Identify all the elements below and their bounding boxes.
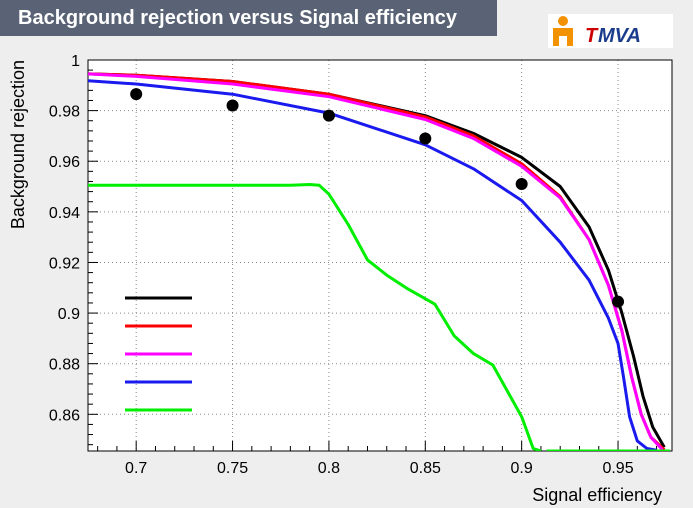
x-tick-label: 0.85 <box>410 460 441 477</box>
series-line-3 <box>88 72 664 451</box>
tmva-logo-icon: T MVA <box>548 14 673 48</box>
data-marker-6 <box>612 295 625 308</box>
data-marker-5 <box>515 178 528 191</box>
x-tick-label: 0.9 <box>511 460 533 477</box>
y-tick-label: 0.92 <box>49 255 80 272</box>
series-line-4 <box>88 79 657 451</box>
plot-frame <box>87 59 673 452</box>
chart-title: Background rejection versus Signal effic… <box>0 0 497 36</box>
logo-person-body <box>553 28 573 36</box>
y-tick-label: 0.94 <box>49 205 80 222</box>
x-axis-title: Signal efficiency <box>532 485 662 505</box>
series-line-5 <box>88 183 542 451</box>
data-marker-2 <box>226 99 239 112</box>
logo-person-head <box>558 16 568 26</box>
data-marker-3 <box>322 109 335 122</box>
y-axis-title: Background rejection <box>8 60 28 229</box>
logo-person-leg-right <box>567 36 573 46</box>
y-tick-label: 1 <box>71 53 80 70</box>
y-tick-label: 0.9 <box>58 306 80 323</box>
y-tick-label: 0.86 <box>49 407 80 424</box>
x-tick-label: 0.7 <box>125 460 147 477</box>
data-marker-4 <box>419 132 432 145</box>
logo-prefix: T <box>585 25 599 47</box>
logo-person-leg-left <box>553 36 559 46</box>
y-tick-label: 0.98 <box>49 104 80 121</box>
x-tick-label: 0.95 <box>602 460 633 477</box>
y-tick-label: 0.96 <box>49 154 80 171</box>
plot-area <box>88 60 672 451</box>
x-tick-label: 0.8 <box>318 460 340 477</box>
x-tick-label: 0.75 <box>217 460 248 477</box>
y-tick-label: 0.88 <box>49 357 80 374</box>
data-marker-1 <box>130 88 143 101</box>
logo-text: MVA <box>598 25 641 47</box>
